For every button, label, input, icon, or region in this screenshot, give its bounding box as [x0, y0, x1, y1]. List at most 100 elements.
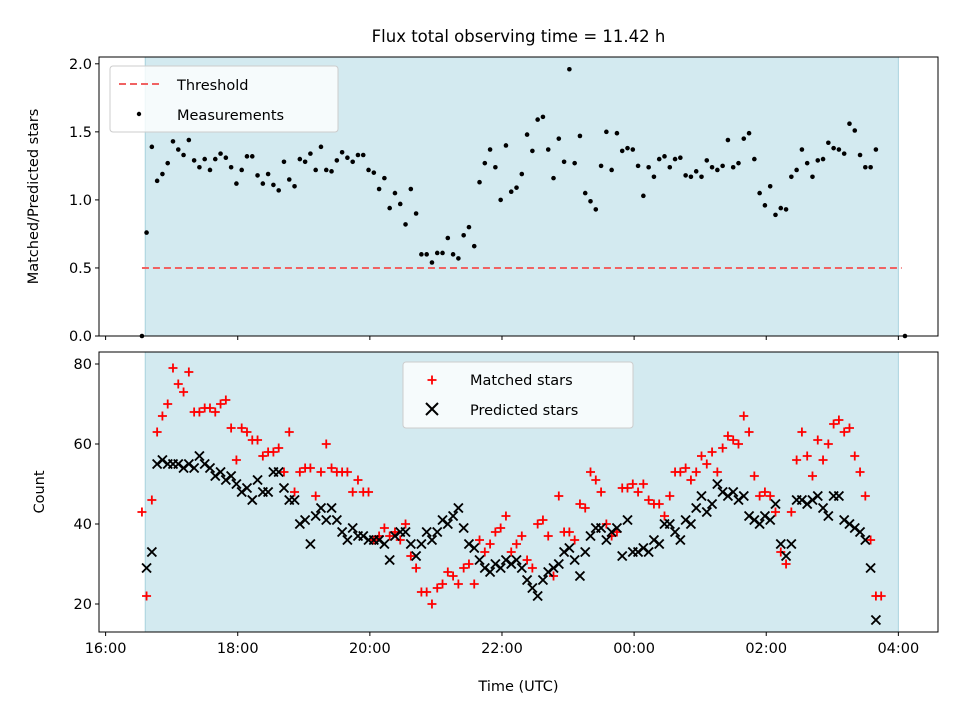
matched-star-point	[142, 591, 152, 601]
measurement-point	[820, 156, 826, 162]
matched-star-point	[411, 563, 421, 573]
legend-measurements-label: Measurements	[177, 108, 284, 124]
measurement-point	[767, 183, 773, 189]
predicted-star-point	[262, 486, 274, 498]
matched-star-point	[654, 499, 664, 509]
predicted-star-point	[315, 502, 327, 514]
matched-star-point	[564, 527, 574, 537]
measurement-point	[736, 160, 741, 166]
predicted-star-point	[252, 474, 263, 486]
predicted-star-point	[585, 530, 596, 542]
matched-star-point	[575, 499, 585, 509]
measurement-point	[524, 132, 530, 137]
matched-star-point	[364, 487, 374, 497]
matched-star-point	[152, 427, 162, 437]
matched-star-point	[527, 563, 537, 573]
measurement-point	[815, 158, 821, 163]
predicted-star-point	[310, 510, 321, 522]
matched-star-point	[268, 447, 278, 457]
measurement-point	[297, 156, 303, 162]
matched-star-point	[305, 463, 315, 473]
measurement-point	[345, 155, 350, 161]
matched-star-point	[522, 555, 532, 565]
measurement-point	[545, 147, 551, 152]
measurement-point	[625, 145, 630, 151]
measurement-point	[556, 136, 562, 141]
measurement-point	[144, 230, 149, 235]
measurement-point	[530, 148, 535, 154]
matched-star-point	[179, 387, 189, 397]
predicted-star-point	[685, 518, 697, 530]
predicted-star-point	[416, 538, 427, 550]
measurement-point	[355, 152, 361, 158]
matched-star-point	[665, 491, 675, 501]
predicted-star-point	[728, 486, 739, 498]
predicted-star-point	[400, 526, 411, 538]
measurement-point	[577, 133, 583, 139]
measurement-point	[228, 164, 234, 170]
predicted-star-point	[241, 482, 253, 494]
matched-star-point	[274, 443, 284, 453]
matched-star-point	[570, 535, 580, 545]
measurement-point	[572, 160, 577, 166]
x-tick-label: 16:00	[85, 641, 127, 657]
measurement-point	[292, 183, 297, 189]
matched-star-point	[770, 507, 780, 517]
predicted-star-point	[643, 546, 654, 558]
matched-star-point	[834, 415, 844, 425]
predicted-star-point	[712, 478, 723, 490]
measurement-point	[202, 156, 208, 162]
measurement-point	[508, 189, 514, 195]
predicted-star-point	[299, 514, 311, 526]
measurement-point	[265, 171, 271, 177]
measurement-point	[794, 167, 799, 173]
measurement-point	[197, 164, 202, 170]
measurement-point	[392, 190, 398, 196]
matched-star-point	[580, 503, 590, 513]
measurement-point	[360, 152, 366, 158]
x-tick-label: 20:00	[349, 641, 391, 657]
matched-star-point	[316, 467, 326, 477]
matched-star-point	[237, 423, 247, 433]
measurement-point	[863, 164, 868, 170]
predicted-star-point	[231, 478, 242, 490]
predicted-star-point	[495, 562, 506, 574]
measurement-point	[175, 147, 181, 152]
predicted-star-point	[247, 494, 258, 506]
matched-star-point	[860, 491, 870, 501]
y-tick-label: 80	[74, 357, 92, 373]
measurement-point	[519, 171, 525, 177]
measurement-point	[471, 243, 477, 249]
predicted-star-point	[706, 498, 718, 510]
predicted-star-point	[553, 558, 564, 570]
measurement-point	[260, 181, 266, 186]
predicted-star-point	[780, 550, 792, 562]
matched-star-point	[533, 519, 543, 529]
matched-star-point	[490, 527, 500, 537]
matched-star-point	[168, 363, 178, 373]
predicted-star-point	[569, 554, 580, 566]
predicted-star-point	[574, 570, 586, 582]
matched-star-point	[839, 427, 849, 437]
predicted-star-point	[580, 546, 591, 558]
matched-star-point	[807, 471, 817, 481]
matched-star-point	[866, 535, 876, 545]
measurement-point	[551, 175, 556, 181]
measurement-point	[466, 224, 472, 230]
measurement-point	[725, 137, 731, 143]
matched-star-point	[459, 563, 469, 573]
measurement-point	[387, 205, 392, 211]
matched-star-point	[686, 475, 696, 485]
measurement-point	[757, 190, 762, 196]
measurement-point	[746, 130, 752, 136]
predicted-star-point	[696, 490, 707, 502]
predicted-star-point	[537, 574, 549, 586]
measurement-point	[482, 160, 488, 166]
matched-star-point	[601, 519, 611, 529]
matched-star-point	[681, 463, 691, 473]
predicted-star-point	[384, 554, 395, 566]
measurement-point	[286, 177, 292, 182]
matched-star-point	[628, 479, 638, 489]
matched-star-point	[284, 427, 294, 437]
